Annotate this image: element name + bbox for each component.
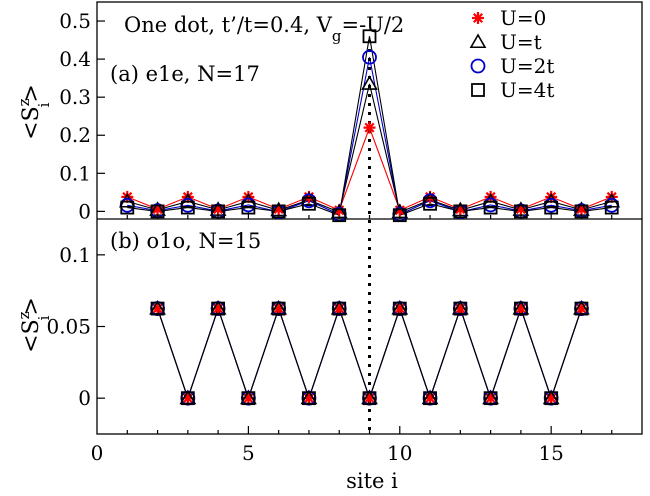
point-0-3-2 [180, 200, 195, 215]
legend: U=0U=tU=2tU=4t [469, 6, 554, 102]
series-line-0-1 [127, 83, 612, 213]
point-0-1-10 [421, 191, 439, 207]
point-1-3-5 [302, 391, 316, 406]
panel-a-label: (a) e1e, N=17 [110, 62, 260, 86]
point-1-3-12 [513, 301, 528, 316]
legend-label-3: U=4t [500, 78, 554, 102]
ytick-label-1-2: 0.1 [59, 243, 91, 267]
point-1-3-1 [180, 391, 195, 406]
point-0-1-4 [240, 192, 257, 208]
point-1-3-14 [574, 301, 589, 316]
point-0-3-4 [241, 200, 256, 215]
point-0-1-5 [270, 201, 288, 217]
ytick-label-0-0: 0 [78, 199, 91, 223]
legend-marker-3 [471, 83, 485, 97]
point-0-2-8 [362, 49, 377, 65]
point-0-3-3 [211, 204, 226, 219]
point-0-3-8 [362, 29, 377, 44]
chart-title: One dot, t’/t=0.4, Vg=-U/2 [124, 13, 404, 45]
point-0-3-6 [302, 196, 316, 211]
point-0-3-9 [392, 208, 407, 223]
xtick-label-0: 0 [91, 441, 104, 465]
point-0-1-12 [482, 192, 499, 208]
point-0-1-11 [451, 201, 469, 217]
point-0-1-3 [209, 201, 227, 216]
xtick-label-3: 15 [538, 441, 563, 465]
xtick-label-2: 10 [387, 441, 412, 465]
point-1-3-0 [150, 301, 165, 316]
point-1-3-11 [483, 391, 498, 406]
point-1-3-3 [241, 391, 256, 406]
point-1-3-2 [211, 301, 226, 316]
series-line-0-3 [127, 36, 612, 216]
point-0-1-9 [391, 203, 409, 219]
point-0-3-0 [120, 200, 135, 215]
point-0-3-12 [483, 200, 498, 215]
point-0-1-7 [330, 203, 348, 219]
point-0-3-14 [544, 200, 559, 215]
point-0-3-5 [271, 204, 286, 219]
point-1-3-6 [332, 301, 347, 316]
point-0-3-1 [150, 204, 165, 219]
point-0-3-13 [513, 204, 528, 219]
point-0-0-8 [363, 121, 376, 134]
ytick-label-1-1: 0.05 [46, 315, 91, 339]
svg-text:<Szi>: <Sz i> [15, 297, 53, 353]
point-1-3-4 [271, 301, 286, 316]
legend-label-1: U=t [500, 30, 542, 54]
point-1-3-7 [362, 391, 377, 406]
point-0-1-13 [512, 201, 530, 216]
ylabel-bottom: <Sz i> [15, 297, 53, 353]
x-axis-label: site i [346, 469, 398, 493]
point-0-1-8 [361, 75, 378, 90]
svg-text:<Szi>: <Sz i> [15, 84, 53, 140]
point-0-3-10 [423, 196, 437, 211]
point-0-3-7 [332, 208, 347, 223]
ytick-label-0-2: 0.2 [59, 123, 91, 147]
markers-layer [118, 29, 621, 406]
legend-marker-0 [472, 12, 484, 24]
ylabel-top: <Sz i> [15, 84, 53, 140]
point-1-3-10 [453, 301, 468, 316]
point-1-3-8 [392, 301, 407, 316]
legend-label-2: U=2t [500, 54, 554, 78]
ytick-label-0-5: 0.5 [59, 9, 91, 33]
ytick-label-0-3: 0.3 [59, 85, 91, 109]
legend-label-0: U=0 [500, 6, 546, 30]
ticks-layer: 0 0.1 0.2 0.3 0.4 0.5 0 0.05 0.1 0 5 10 15 [46, 9, 613, 465]
point-0-1-6 [300, 191, 318, 207]
series-line-0-2 [127, 57, 612, 216]
point-0-3-16 [604, 200, 619, 215]
ytick-label-0-4: 0.4 [59, 47, 91, 71]
panel-b-label: (b) o1o, N=15 [110, 229, 261, 253]
ytick-label-1-0: 0 [78, 386, 91, 410]
point-1-3-13 [544, 391, 559, 406]
point-0-3-15 [574, 204, 589, 219]
point-0-1-15 [573, 201, 590, 216]
point-1-3-9 [423, 391, 437, 406]
legend-marker-1 [469, 33, 487, 49]
legend-marker-2 [470, 58, 486, 74]
xtick-label-1: 5 [242, 441, 255, 465]
point-0-3-11 [453, 204, 468, 219]
ytick-label-0-1: 0.1 [59, 161, 91, 185]
point-0-1-1 [149, 201, 166, 216]
